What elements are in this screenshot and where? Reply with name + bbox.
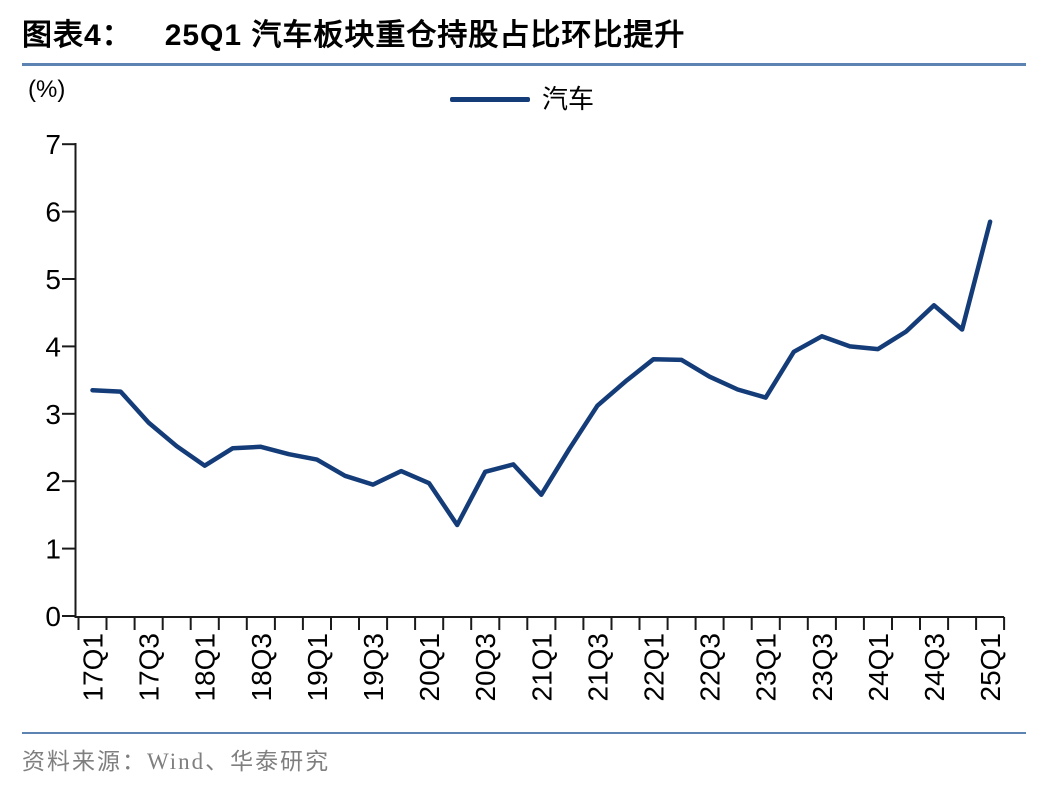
y-tick-label: 7 [45,129,61,160]
figure-footer: 资料来源：Wind、华泰研究 [22,732,1026,776]
x-tick-label: 18Q3 [246,633,277,702]
x-tick-label: 20Q1 [414,633,445,702]
figure-number-label: 图表4： [22,19,133,52]
legend-line-swatch [450,96,530,102]
x-tick-label: 22Q1 [639,633,670,702]
x-tick-label: 24Q1 [863,633,894,702]
source-text: 资料来源：Wind、华泰研究 [22,749,331,774]
x-tick-label: 23Q3 [807,633,838,702]
x-tick-label: 21Q1 [526,633,557,702]
chart-legend: 汽车 [450,86,594,112]
x-axis-labels: 17Q1 17Q3 18Q1 18Q3 19Q1 19Q3 20Q1 20Q3 21Q1 21Q3… [78,633,1007,702]
x-tick-label: 19Q1 [302,633,333,702]
axes [62,143,1006,630]
x-tick-label: 23Q1 [751,633,782,702]
x-tick-label: 24Q3 [919,633,950,702]
figure-header: 图表4： 25Q1 汽车板块重仓持股占比环比提升 [22,10,1026,66]
x-tick-label: 19Q3 [358,633,389,702]
x-tick-label: 22Q3 [695,633,726,702]
y-tick-label: 2 [45,466,61,497]
y-axis-labels: 0 1 2 3 4 5 6 7 [45,129,61,632]
series-line-auto [90,219,993,528]
y-tick-label: 1 [45,534,61,565]
x-tick-label: 21Q3 [582,633,613,702]
x-tick-label: 17Q3 [134,633,165,702]
x-tick-label: 17Q1 [78,633,109,702]
x-tick-label: 25Q1 [975,633,1006,702]
y-tick-label: 0 [45,601,61,632]
y-tick-label: 4 [45,331,61,362]
legend-series-label: 汽车 [542,84,595,114]
y-tick-label: 3 [45,399,61,430]
x-tick-label: 18Q1 [190,633,221,702]
y-tick-label: 5 [45,264,61,295]
y-tick-label: 6 [45,197,61,228]
x-tick-label: 20Q3 [470,633,501,702]
y-axis-unit-label: (%) [28,76,66,103]
figure-title: 25Q1 汽车板块重仓持股占比环比提升 [164,19,686,52]
